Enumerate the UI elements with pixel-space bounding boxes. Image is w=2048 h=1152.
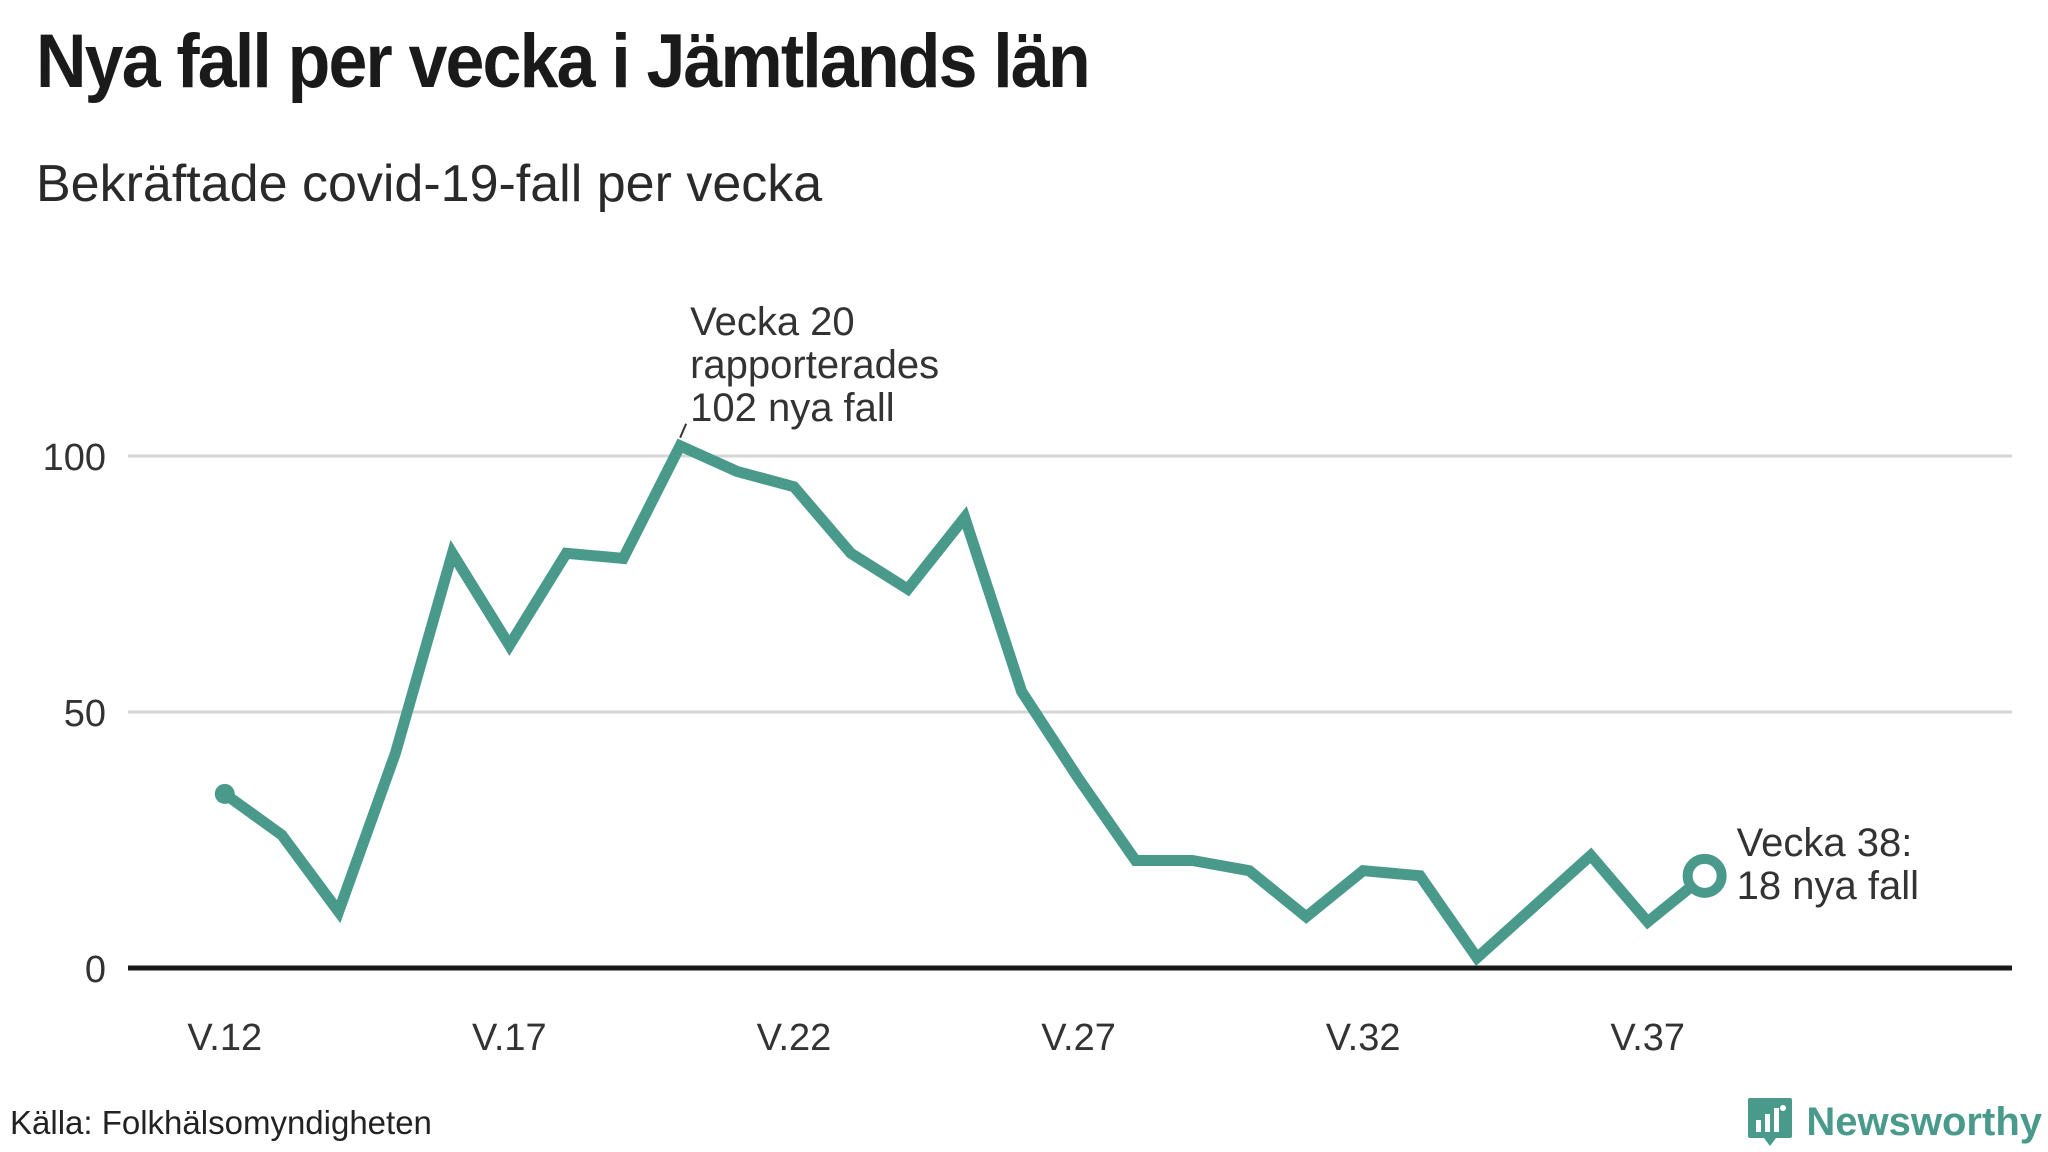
annotation-peak-line: 102 nya fall [690,386,895,430]
annotation-latest-line: 18 nya fall [1737,864,1919,908]
brand-logo: Newsworthy [1746,1096,2042,1148]
series-line [221,438,1709,967]
source-note: Källa: Folkhälsomyndigheten [10,1104,432,1141]
chart-title: Nya fall per vecka i Jämtlands län [36,19,1091,104]
annotation-latest-line: Vecka 38: [1737,821,1913,865]
y-tick-label: 50 [64,693,106,735]
x-tick-label: V.27 [1041,1017,1116,1059]
end-point [1682,853,1727,898]
newsworthy-logo-icon [1748,1098,1793,1146]
brand-name: Newsworthy [1806,1099,2042,1144]
start-point [214,783,235,804]
x-tick-label: V.17 [472,1017,547,1059]
annotation-peak-line: Vecka 20 [690,300,855,344]
x-tick-label: V.37 [1610,1017,1685,1059]
chart-subtitle: Bekräftade covid-19-fall per vecka [36,155,823,213]
x-tick-label: V.12 [187,1017,262,1059]
y-tick-label: 0 [85,949,106,991]
annotation-peak-line: rapporterades [690,343,939,387]
annotation-leader [679,423,688,439]
x-tick-label: V.32 [1326,1017,1401,1059]
x-tick-label: V.22 [757,1017,832,1059]
y-tick-label: 100 [43,437,106,479]
